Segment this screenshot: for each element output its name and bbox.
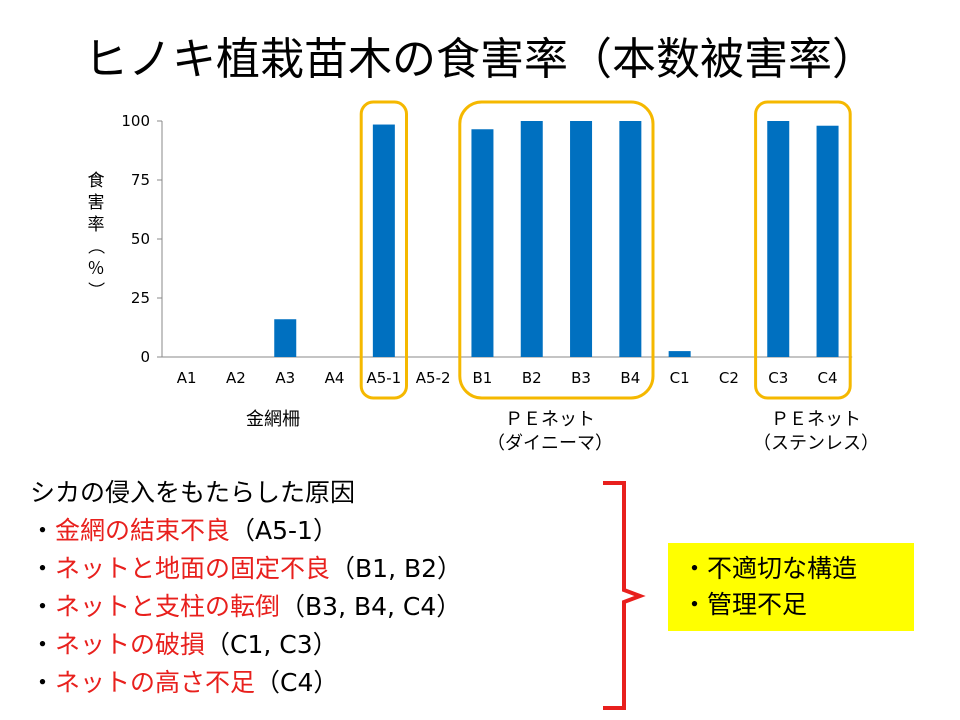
y-axis-label-char: 食 xyxy=(88,171,105,191)
cause-item: ・ネットの高さ不足（C4） xyxy=(30,664,462,702)
x-tick-label: A5-1 xyxy=(366,369,401,387)
right-brace-path xyxy=(603,481,646,710)
bar-B3 xyxy=(570,121,593,357)
y-axis-label-char: 害 xyxy=(88,193,105,213)
x-tick-label: A5-2 xyxy=(416,369,451,387)
y-axis-label-char: （ xyxy=(85,238,105,255)
x-tick-label: B3 xyxy=(571,369,591,387)
bar-chart: 0 25 50 75 100 食害率 （ ％ ） A1 A2 A3 A4 A5-1 A5-2 B1 B2 B3 B4… xyxy=(85,100,853,400)
x-tick-label: A2 xyxy=(226,369,246,387)
bullet: ・ xyxy=(30,516,56,545)
bar-C3 xyxy=(767,121,790,357)
x-tick-label: A1 xyxy=(177,369,197,387)
x-tick-label: C4 xyxy=(818,369,838,387)
causes-list: シカの侵入をもたらした原因 ・金網の結束不良（A5-1） ・ネットと地面の固定不… xyxy=(30,474,462,702)
bullet: ・ xyxy=(30,668,56,697)
cause-text: ネットと地面の固定不良 xyxy=(55,554,331,583)
x-tick-label: B4 xyxy=(620,369,640,387)
cause-targets: （C4） xyxy=(255,668,339,697)
cause-item: ・ネットと支柱の転倒（B3, B4, C4） xyxy=(30,588,462,626)
bar-C1 xyxy=(668,351,691,357)
group-label-line: 金網柵 xyxy=(246,409,300,430)
y-tick-label: 50 xyxy=(131,230,150,248)
causes-heading: シカの侵入をもたらした原因 xyxy=(30,478,356,507)
summary-line: ・管理不足 xyxy=(682,590,808,619)
bar-B1 xyxy=(471,129,494,357)
x-tick-label: C3 xyxy=(768,369,788,387)
bullet: ・ xyxy=(30,554,56,583)
x-tick-label: C2 xyxy=(719,369,739,387)
bar-B2 xyxy=(520,121,543,357)
y-tick-label: 75 xyxy=(131,171,150,189)
x-tick-label: A4 xyxy=(325,369,345,387)
x-tick-label: A3 xyxy=(275,369,295,387)
cause-text: 金網の結束不良 xyxy=(55,516,231,545)
bar-A3 xyxy=(274,319,297,357)
cause-targets: （C1, C3） xyxy=(205,630,338,659)
x-tick-label: B1 xyxy=(473,369,493,387)
x-tick-label: C1 xyxy=(670,369,690,387)
group-label-line: （ダイニーマ） xyxy=(487,433,613,454)
cause-item: ・金網の結束不良（A5-1） xyxy=(30,512,462,550)
highlight-box xyxy=(754,100,852,400)
y-tick-label: 0 xyxy=(140,348,150,366)
y-tick-label: 100 xyxy=(121,112,150,130)
highlight-box xyxy=(359,100,409,400)
group-label-line: ＰＥネット xyxy=(505,409,595,430)
group-label-pe-net-dyneema: ＰＥネット （ダイニーマ） xyxy=(460,408,640,456)
cause-item: ・ネットの破損（C1, C3） xyxy=(30,626,462,664)
group-label-line: ＰＥネット xyxy=(771,409,861,430)
bullet: ・ xyxy=(30,592,56,621)
page-title: ヒノキ植栽苗木の食害率（本数被害率） xyxy=(84,34,876,85)
y-axis-label-char: 率 xyxy=(88,215,105,235)
group-label-pe-net-stainless: ＰＥネット （ステンレス） xyxy=(726,408,906,456)
bar-A5-1 xyxy=(372,124,395,357)
y-axis-label-char: ％ xyxy=(88,259,105,279)
cause-targets: （B3, B4, C4） xyxy=(280,592,462,621)
bullet: ・ xyxy=(30,630,56,659)
cause-item: ・ネットと地面の固定不良（B1, B2） xyxy=(30,550,462,588)
x-tick-label: B2 xyxy=(522,369,542,387)
bar-B4 xyxy=(619,121,642,357)
y-axis-label-char: ） xyxy=(85,282,105,299)
cause-text: ネットの破損 xyxy=(55,630,206,659)
summary-line: ・不適切な構造 xyxy=(682,554,858,583)
highlight-box xyxy=(458,100,655,400)
cause-text: ネットと支柱の転倒 xyxy=(55,592,281,621)
cause-targets: （B1, B2） xyxy=(330,554,463,583)
group-label-line: （ステンレス） xyxy=(753,433,879,454)
y-tick-label: 25 xyxy=(131,289,150,307)
cause-targets: （A5-1） xyxy=(230,516,338,545)
cause-text: ネットの高さ不足 xyxy=(55,668,256,697)
summary-box: ・不適切な構造 ・管理不足 xyxy=(668,543,914,631)
bar-C4 xyxy=(816,125,839,357)
group-label-wire-fence: 金網柵 xyxy=(218,408,328,432)
